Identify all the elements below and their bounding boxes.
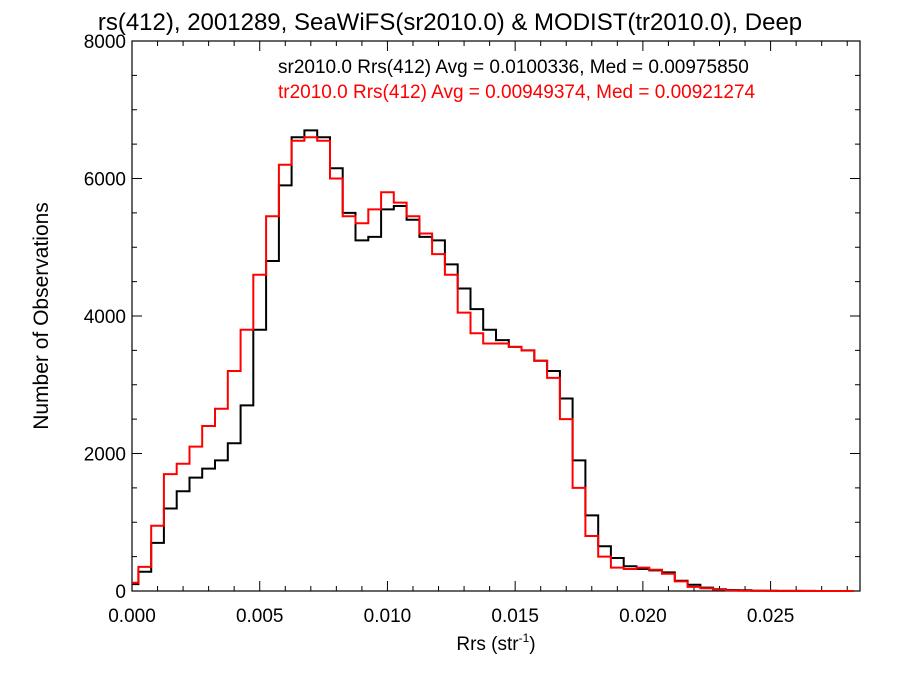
x-axis-label-superscript: -1 xyxy=(519,631,530,645)
x-axis-label-main: Rrs (str xyxy=(456,634,519,655)
y-tick-label: 0 xyxy=(115,582,126,603)
x-axis-label: Rrs (str-1) xyxy=(456,631,535,655)
legend-entry-tr2010: tr2010.0 Rrs(412) Avg = 0.00949374, Med … xyxy=(278,82,756,103)
series-line-tr2010 xyxy=(132,136,854,592)
x-tick-label: 0.020 xyxy=(619,606,667,627)
x-axis-label-close: ) xyxy=(529,634,535,655)
chart-title: rs(412), 2001289, SeaWiFS(sr2010.0) & MO… xyxy=(98,9,802,36)
x-axis: 0.000 0.005 0.010 0.015 0.020 0.025 xyxy=(108,41,848,627)
plot-frame xyxy=(131,40,861,592)
x-tick-label: 0.010 xyxy=(364,606,412,627)
y-tick-label: 4000 xyxy=(84,307,126,328)
x-tick-label: 0.025 xyxy=(747,606,795,627)
y-axis: 0 2000 4000 6000 8000 xyxy=(84,32,860,603)
series-group xyxy=(132,129,854,592)
y-tick-label: 6000 xyxy=(84,170,126,191)
x-tick-label: 0.005 xyxy=(236,606,284,627)
x-tick-label: 0.015 xyxy=(491,606,539,627)
y-axis-label: Number of Observations xyxy=(30,202,53,430)
legend-entry-sr2010: sr2010.0 Rrs(412) Avg = 0.0100336, Med =… xyxy=(278,57,749,78)
y-tick-label: 2000 xyxy=(84,445,126,466)
y-tick-label: 8000 xyxy=(84,32,126,53)
x-tick-label: 0.000 xyxy=(108,606,156,627)
